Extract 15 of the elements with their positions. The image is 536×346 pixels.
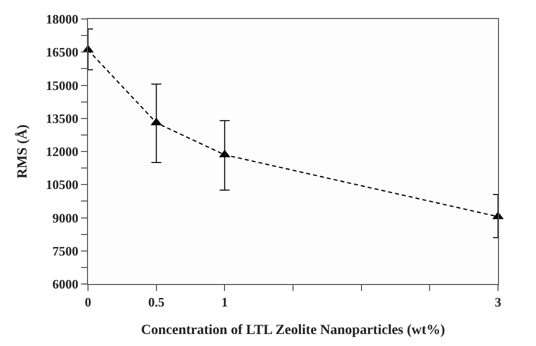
- y-tick-label: 9000: [52, 210, 78, 226]
- y-tick-label: 10500: [46, 177, 78, 192]
- y-tick-label: 15000: [46, 78, 78, 93]
- y-tick-label: 6000: [52, 276, 78, 292]
- x-axis-title: Concentration of LTL Zeolite Nanoparticles (wt%): [141, 322, 446, 338]
- x-tick-label: 0: [84, 294, 92, 310]
- y-tick-label: 7500: [52, 243, 78, 258]
- x-tick-label: 3: [494, 294, 502, 310]
- x-tick-label: 0.5: [148, 294, 165, 310]
- y-tick-label: 16500: [46, 44, 78, 60]
- x-tick-label: 1: [221, 294, 228, 310]
- y-tick-label: 13500: [46, 110, 78, 126]
- y-tick-label: 18000: [46, 12, 78, 27]
- y-axis-title: RMS (Å): [14, 124, 30, 179]
- y-tick-label: 12000: [46, 144, 78, 160]
